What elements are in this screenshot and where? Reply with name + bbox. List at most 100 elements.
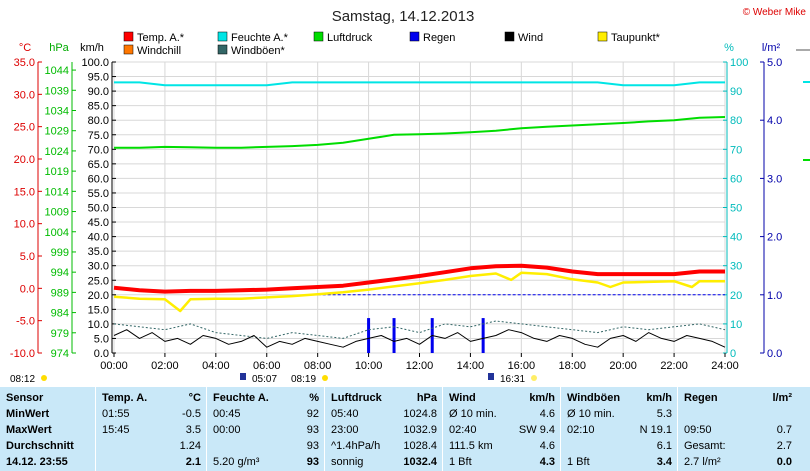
rain-axis-unit: l/m² [762,42,781,54]
wind-tick-label: 100.0 [81,57,109,69]
pressure-title: Luftdruck [331,392,382,404]
humidity-tick-label: 80 [730,115,742,127]
wind-avg: 4.6 [539,440,555,452]
legend-label: Luftdruck [327,32,373,44]
rain-total: 2.7 [776,440,792,452]
wind-tick-label: 0.0 [94,348,109,360]
legend-swatch [313,31,324,42]
copyright-text: © Weber Mike [743,7,807,18]
series-line [113,320,726,339]
label-min: MinWert [6,408,50,420]
pressure-tick-label: 1029 [45,126,69,138]
humidity-tick-label: 90 [730,86,742,98]
wind-axis: 100.0 95.0 90.0 85.0 80.0 75.0 70.0 65.0 60.0 55.… [81,57,116,360]
stats-wind: Wind km/h Ø 10 min. 4.6 02:40 SW 9.4 111.5 … [442,387,561,471]
wind-current: 4.3 [539,456,555,468]
legend-swatch [217,31,228,42]
rain-max-time: 09:50 [684,424,712,436]
x-tick-label: 18:00 [558,360,586,372]
pressure-axis: 1044 1039 1034 1029 1024 1019 1014 1009 1004 999 9… [45,62,76,360]
wind-beaufort: 1 Bft [449,456,472,468]
pressure-current: 1032.4 [403,456,437,468]
sunset-time: 08:19 [291,374,316,385]
wind-tick-label: 55.0 [88,188,109,200]
legend-swatch [123,44,134,55]
series-line [114,81,725,87]
pressure-tick-label: 1014 [45,186,69,198]
weather-chart: Samstag, 14.12.2013 © Weber Mike Temp. A… [10,7,810,385]
wind-tick-label: 20.0 [88,290,109,302]
humidity-max-time: 00:00 [213,424,241,436]
humidity-min: 92 [306,408,319,420]
humidity-tick-label: 60 [730,173,742,185]
gust-current: 3.4 [656,456,672,468]
temp-current: 2.1 [185,456,201,468]
x-tick-label: 14:00 [457,360,485,372]
series-line [114,116,726,149]
pressure-tick-label: 1039 [45,85,69,97]
humidity-tick-label: 10 [730,319,742,331]
gust-beaufort: 1 Bft [567,456,590,468]
pressure-avg: 1028.4 [403,440,437,452]
humidity-abs: 5.20 g/m³ [213,456,260,468]
label-avg: Durchschnitt [6,440,74,452]
pressure-min-time: 05:40 [331,408,359,420]
temp-tick-label: -10.0 [10,348,35,360]
pressure-trend: ^1.4hPa/h [331,440,381,452]
humidity-tick-label: 20 [730,290,742,302]
moonrise-icon [488,373,494,380]
moon-icon [240,373,246,380]
rain-current: 0.0 [776,456,792,468]
x-tick-label: 20:00 [609,360,637,372]
legend-swatch [409,31,420,42]
temp-tick-label: 30.0 [14,89,35,101]
wind-tick-label: 75.0 [88,130,109,142]
label-max: MaxWert [6,424,52,436]
humidity-tick-label: 100 [730,57,748,69]
humidity-current: 93 [306,456,319,468]
temp-tick-label: 0.0 [20,283,35,295]
stats-temp: Temp. A. °C 01:55 -0.5 15:45 3.5 1.24 2.1 [95,387,207,471]
legend-swatch [123,31,134,42]
rain-title: Regen [684,392,718,404]
stats-row-labels: Sensor MinWert MaxWert Durchschnitt 14.1… [0,387,95,471]
rain-bar [481,318,485,353]
pressure-tick-label: 999 [51,247,69,259]
humidity-tick-label: 50 [730,203,742,215]
legend-label: Windchill [137,45,181,57]
wind-tick-label: 80.0 [88,115,109,127]
rain-tick-label: 1.0 [767,290,782,302]
series-line [113,271,725,313]
wind-max-time: 02:40 [449,424,477,436]
wind-tick-label: 25.0 [88,275,109,287]
legend-label: Wind [518,32,543,44]
wind-axis-unit: km/h [80,42,104,54]
x-tick-label: 02:00 [151,360,179,372]
pressure-max: 1032.9 [403,424,437,436]
rain-day-total: 2.7 l/m² [684,456,721,468]
temp-axis-unit: °C [19,42,31,54]
sunrise-time: 08:12 [10,374,35,385]
wind-tick-label: 35.0 [88,246,109,258]
legend-swatch [504,31,515,42]
series-group [113,81,726,353]
humidity-tick-label: 30 [730,261,742,273]
wind-tick-label: 15.0 [88,304,109,316]
pressure-min: 1024.8 [403,408,437,420]
wind-tick-label: 85.0 [88,101,109,113]
wind-min-label: Ø 10 min. [449,408,497,420]
rain-tick-label: 5.0 [767,57,782,69]
humidity-min-time: 00:45 [213,408,241,420]
label-current: 14.12. 23:55 [6,456,68,468]
rain-total-label: Gesamt: [684,440,726,452]
pressure-tick-label: 989 [51,287,69,299]
rain-bar [367,318,371,353]
x-tick-label: 24:00 [711,360,739,372]
stats-humidity: Feuchte A.% 00:45 92 00:00 93 93 5.20 g/m³… [206,387,325,471]
humidity-tick-label: 70 [730,144,742,156]
wind-min: 4.6 [539,408,555,420]
gust-min-label: Ø 10 min. [567,408,615,420]
pressure-tick-label: 984 [51,308,69,320]
legend-label: Regen [423,32,455,44]
